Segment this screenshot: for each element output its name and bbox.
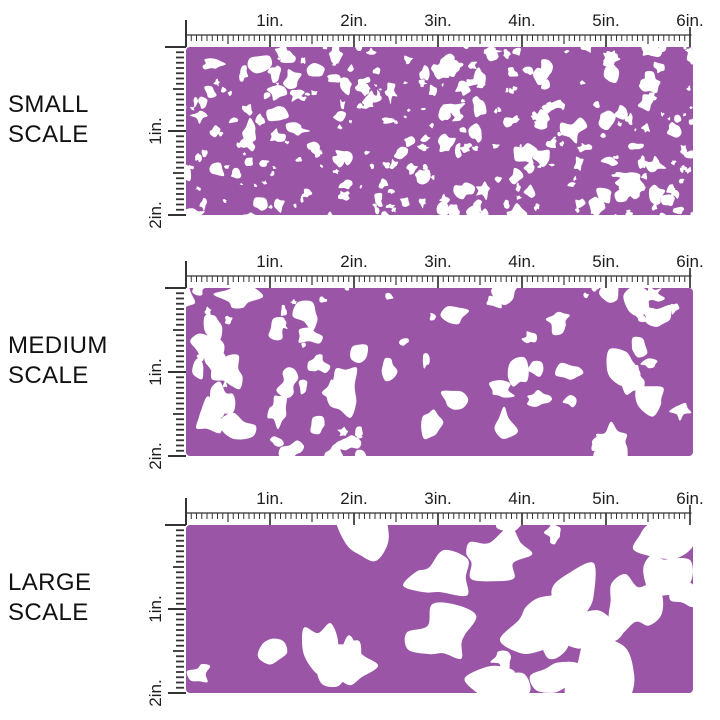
cow-spots (186, 288, 692, 456)
ruler-label-2in: 2in. (340, 11, 368, 30)
ruler-label-4in: 4in. (508, 11, 536, 30)
ruler-label-2in: 2in. (340, 489, 368, 508)
ruler-label-6in: 6in. (676, 252, 704, 271)
scale-label-line2: SCALE (8, 362, 89, 389)
cow-spots (186, 47, 693, 215)
left-ruler (165, 46, 186, 216)
ruler-label-1in: 1in. (256, 489, 284, 508)
ruler-label-v-1in: 1in. (146, 595, 165, 623)
scale-label-line1: LARGE (8, 569, 92, 596)
top-ruler (185, 20, 692, 47)
scale-label-line1: MEDIUM (8, 332, 108, 359)
ruler-label-5in: 5in. (592, 252, 620, 271)
ruler-label-5in: 5in. (592, 11, 620, 30)
ruler-label-v-1in: 1in. (146, 358, 165, 386)
ruler-label-3in: 3in. (424, 11, 452, 30)
top-ruler (185, 261, 692, 288)
ruler-label-4in: 4in. (508, 252, 536, 271)
ruler-label-1in: 1in. (256, 11, 284, 30)
cow-spots (186, 525, 693, 693)
fabric-swatch-large (165, 498, 693, 694)
scale-label-line2: SCALE (8, 121, 89, 148)
ruler-label-2in: 2in. (340, 252, 368, 271)
ruler-label-v-2in: 2in. (146, 679, 165, 707)
scale-label-line2: SCALE (8, 599, 89, 626)
ruler-label-6in: 6in. (676, 489, 704, 508)
top-ruler (185, 498, 692, 525)
scale-label-small: SMALL SCALE (8, 36, 89, 204)
panel-large-scale: LARGE SCALE 1in. 2in. 3in. 4in. 5in. 6in… (0, 478, 720, 710)
fabric-swatch-small (165, 20, 693, 216)
left-ruler (165, 287, 186, 457)
ruler-label-5in: 5in. (592, 489, 620, 508)
panel-medium-scale: MEDIUM SCALE 1in. 2in. 3in. 4in. 5in. 6i… (0, 241, 720, 473)
ruler-label-3in: 3in. (424, 489, 452, 508)
ruler-label-1in: 1in. (256, 252, 284, 271)
ruler-label-3in: 3in. (424, 252, 452, 271)
panel-small-scale: SMALL SCALE 1in. 2in. 3in. 4in. 5in. 6in… (0, 0, 720, 232)
fabric-base (186, 47, 693, 215)
scale-label-line1: SMALL (8, 91, 89, 118)
ruler-label-v-1in: 1in. (146, 117, 165, 145)
ruler-label-v-2in: 2in. (146, 201, 165, 229)
left-ruler (165, 524, 186, 694)
scale-label-large: LARGE SCALE (8, 514, 91, 682)
scale-label-medium: MEDIUM SCALE (8, 277, 108, 445)
ruler-label-4in: 4in. (508, 489, 536, 508)
ruler-label-6in: 6in. (676, 11, 704, 30)
fabric-swatch-medium (165, 261, 693, 457)
ruler-label-v-2in: 2in. (146, 442, 165, 470)
